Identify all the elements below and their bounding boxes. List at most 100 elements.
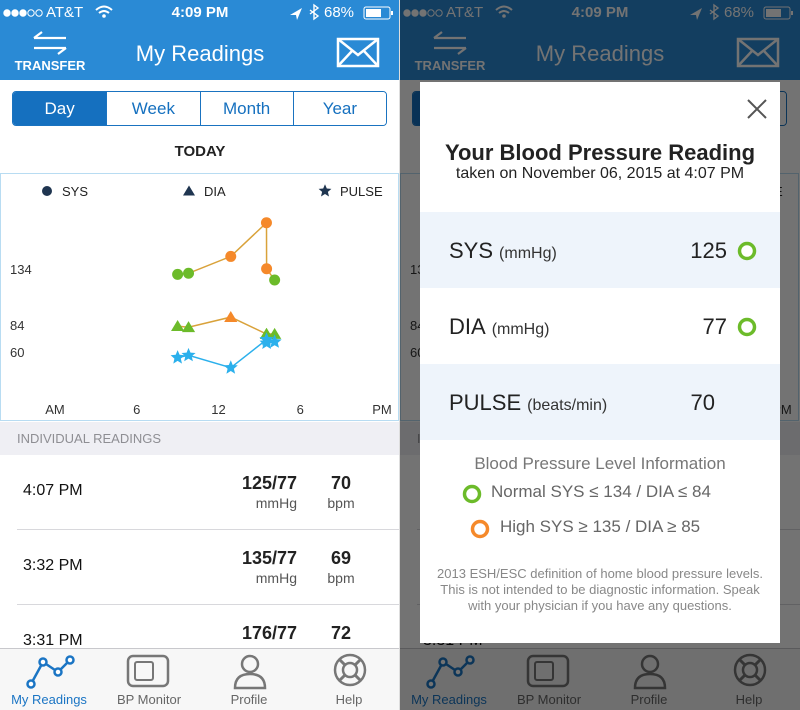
battery-tip <box>391 11 393 15</box>
measure-label: DIA (mmHg) <box>449 314 550 339</box>
marker-triangle <box>224 311 238 323</box>
chart-heading: TODAY <box>174 143 226 160</box>
header-bar <box>0 0 400 80</box>
x-tick-label: 12 <box>211 402 225 417</box>
icon-profile-body <box>233 672 267 690</box>
chart-frame <box>0 173 399 421</box>
x-tick-label: 6 <box>297 402 304 417</box>
measure-value: 70 <box>690 390 715 415</box>
battery-percent: 68% <box>324 4 355 21</box>
reading-bp: 176/77 <box>241 623 297 643</box>
row-divider <box>17 529 400 530</box>
x-tick-label: AM <box>45 402 65 417</box>
measure-label: SYS (mmHg) <box>449 238 557 263</box>
measure-label: PULSE (beats/min) <box>449 390 608 415</box>
close-x <box>747 99 767 119</box>
period-tab[interactable]: Month <box>199 92 293 125</box>
legend-label: PULSE <box>340 184 383 199</box>
period-tab[interactable]: Day <box>13 92 107 125</box>
icon-readings-dot <box>65 655 75 665</box>
level-dot <box>470 519 490 539</box>
signal-dot <box>3 9 11 17</box>
legend-label: SYS <box>62 184 88 199</box>
signal-dot <box>11 9 19 17</box>
measure-row: DIA (mmHg) 77 <box>420 288 780 364</box>
marker-circle <box>225 250 237 262</box>
wifi-icon <box>95 5 113 14</box>
marker-star <box>170 350 185 364</box>
icon-help-outer <box>333 653 367 687</box>
bottom-tab-label[interactable]: My Readings <box>11 692 87 707</box>
status-dot <box>737 241 757 261</box>
icon-help-inner <box>341 661 359 679</box>
carrier: AT&T <box>46 4 84 21</box>
icon-profile-head <box>240 654 260 674</box>
reading-pulse: 72 <box>330 623 352 643</box>
marker-triangle <box>171 320 185 332</box>
period-tab[interactable]: Year <box>292 92 386 125</box>
x-tick-label: 6 <box>133 402 140 417</box>
status-time: 4:09 PM <box>171 4 229 21</box>
level-label: Normal SYS ≤ 134 / DIA ≤ 84 <box>491 482 711 501</box>
measure-unit: (mmHg) <box>491 321 550 338</box>
measure-unit: (beats/min) <box>527 397 608 414</box>
marker-circle <box>42 186 52 196</box>
bottom-tab-label[interactable]: Profile <box>230 692 268 707</box>
y-tick-label: 60 <box>10 345 24 360</box>
measure-row: PULSE (beats/min) 70 <box>420 364 780 440</box>
icon-readings <box>29 659 71 685</box>
level-ring <box>470 519 490 539</box>
signal-dot <box>27 9 35 17</box>
reading-pulse-unit: bpm <box>327 495 355 511</box>
marker-circle <box>172 268 184 280</box>
marker-circle <box>269 274 281 286</box>
status-ring <box>737 241 757 261</box>
bottom-tab-label[interactable]: BP Monitor <box>116 692 182 707</box>
bottom-tab-label[interactable]: Help <box>335 692 363 707</box>
status-dot <box>737 317 757 337</box>
period-tab[interactable]: Week <box>106 92 200 125</box>
screen-title: My Readings <box>135 41 265 66</box>
marker-star <box>181 347 196 362</box>
x-tick-label: PM <box>372 402 392 417</box>
battery-outline <box>363 6 391 20</box>
close-icon <box>747 99 767 119</box>
marker-circle <box>260 217 272 229</box>
tab-icons <box>26 653 367 690</box>
signal-dot <box>35 9 43 17</box>
reading-pulse: 69 <box>330 548 352 568</box>
section-header <box>0 422 400 455</box>
marker-triangle <box>183 185 195 196</box>
marker-star <box>318 184 332 197</box>
icon-readings-dot <box>26 679 36 689</box>
reading-time[interactable]: 3:32 PM <box>23 557 83 574</box>
battery-fill <box>366 9 381 17</box>
signal-dot <box>19 9 27 17</box>
icon-help-spokes <box>338 658 362 682</box>
row-divider <box>17 604 400 605</box>
icon-readings-dot <box>38 657 48 667</box>
chart: SYS DIA PULSE 60 84 134 AM 6 12 6 PM <box>0 173 399 421</box>
transfer-icon <box>33 31 67 55</box>
mail-icon <box>336 37 380 68</box>
reading-bp-unit: mmHg <box>255 570 297 586</box>
marker-star <box>259 335 274 349</box>
transfer-label[interactable]: TRANSFER <box>14 58 86 73</box>
y-tick-label: 134 <box>10 262 32 277</box>
icon-monitor-screen <box>134 661 154 681</box>
reading-time[interactable]: 4:07 PM <box>23 482 83 499</box>
legend-label: DIA <box>204 184 226 199</box>
reading-time[interactable]: 3:31 PM <box>23 632 83 649</box>
bluetooth-icon <box>309 3 320 21</box>
reading-bp: 135/77 <box>241 548 297 568</box>
icon-readings-dot <box>53 667 63 677</box>
mail-flap <box>337 38 379 67</box>
wifi-dot <box>102 14 106 18</box>
marker-triangle <box>181 321 196 333</box>
disclaimer: 2013 ESH/ESC definition of home blood pr… <box>437 566 763 613</box>
marker-star <box>267 334 282 348</box>
measure-value: 77 <box>702 314 727 339</box>
reading-modal: Your Blood Pressure Reading taken on Nove… <box>420 82 780 643</box>
